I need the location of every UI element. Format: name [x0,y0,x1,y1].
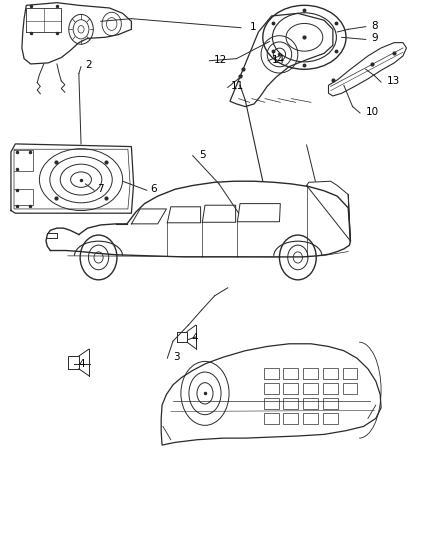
Text: 12: 12 [214,55,227,64]
Bar [264,368,279,379]
Text: 6: 6 [150,184,156,194]
Bar [303,368,318,379]
Bar [264,413,279,424]
Text: 14: 14 [272,55,285,64]
Text: 10: 10 [366,107,379,117]
Bar [323,383,338,394]
Text: 4: 4 [78,359,85,368]
Bar [323,413,338,424]
Bar [264,383,279,394]
Text: 4: 4 [192,334,198,343]
Text: 9: 9 [371,34,378,43]
Text: 7: 7 [97,184,104,194]
Bar [343,383,357,394]
Bar [283,413,298,424]
Bar [343,368,357,379]
Bar [283,398,298,409]
Text: 2: 2 [85,60,92,70]
Text: 11: 11 [231,82,244,91]
Bar [264,398,279,409]
Bar [303,398,318,409]
Bar [323,368,338,379]
Text: 13: 13 [386,76,399,86]
Bar [283,368,298,379]
Text: 1: 1 [250,22,256,31]
Text: 8: 8 [371,21,378,30]
Text: 5: 5 [199,150,206,159]
Bar [303,383,318,394]
Bar [323,398,338,409]
Bar [283,383,298,394]
Bar [303,413,318,424]
Text: 3: 3 [173,352,180,362]
